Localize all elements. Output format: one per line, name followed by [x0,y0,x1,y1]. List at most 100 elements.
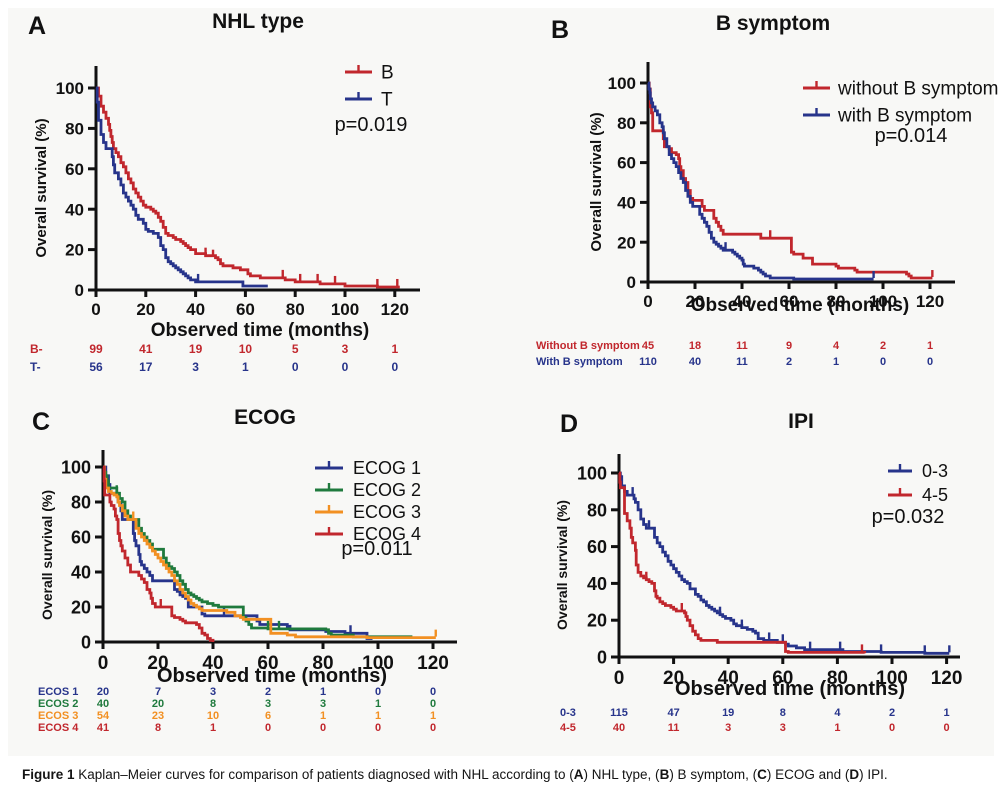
at-risk-count: 0 [927,356,933,368]
x-tick-label: 80 [312,653,333,674]
at-risk-count: 1 [320,710,326,722]
at-risk-count: 1 [375,710,381,722]
at-risk-label: ECOS 4 [38,722,79,734]
x-tick-label: 120 [417,653,449,674]
caption-bold-text: C [757,767,767,782]
x-tick-label: 120 [381,300,409,319]
panel-c-ecog: C ECOG 0 20 40 60 80 100 120 0 20 40 60 80 100 Observ… [0,398,501,760]
at-risk-count: 0 [880,356,886,368]
caption-text: Kaplan–Meier curves for comparison of pa… [78,767,574,782]
y-axis-title: Overall survival (%) [588,112,605,251]
at-risk-count: 9 [786,340,792,352]
p-value: p=0.014 [875,125,948,147]
y-tick-label: 60 [617,154,636,173]
at-risk-count: 11 [736,340,748,352]
at-risk-count: 0 [944,722,950,734]
figure-caption: Figure 1 Kaplan–Meier curves for compari… [22,766,982,784]
at-risk-count: 0 [889,722,895,734]
y-tick-label: 40 [71,562,91,582]
at-risk-count: 3 [320,698,326,710]
panel-d-ipi: D IPI 0 20 40 60 80 100 120 0 20 40 60 80 100 Observe… [501,398,1002,760]
x-tick-label: 100 [869,292,897,311]
at-risk-count: 4 [834,707,841,719]
at-risk-count: 0 [391,360,398,374]
at-risk-label: T- [30,360,41,374]
at-risk-count: 0 [375,722,381,734]
x-tick-label: 20 [136,300,155,319]
y-tick-label: 20 [71,597,91,617]
x-tick-label: 0 [643,292,652,311]
at-risk-count: 2 [786,356,792,368]
at-risk-count: 56 [89,360,103,374]
x-tick-label: 80 [827,668,848,689]
p-value: p=0.032 [872,506,945,528]
at-risk-count: 4 [833,340,840,352]
at-risk-count: 0 [430,698,436,710]
at-risk-count: 0 [342,360,349,374]
x-tick-label: 100 [331,300,359,319]
x-tick-label: 60 [236,300,255,319]
at-risk-count: 47 [667,707,679,719]
panel-label: A [28,12,47,40]
at-risk-count: 19 [722,707,734,719]
at-risk-count: 99 [89,342,103,356]
at-risk-count: 1 [927,340,933,352]
panel-a-nhl-type: A NHL type 0 20 40 60 80 100 120 0 20 40 60 80 100 Ob… [0,0,501,395]
at-risk-label: With B symptom [536,356,623,368]
x-tick-label: 40 [202,653,223,674]
y-axis-title: Overall survival (%) [39,490,55,620]
caption-text: ) IPI. [859,767,888,782]
y-tick-label: 60 [71,527,91,547]
caption-text: ) ECOG and ( [766,767,850,782]
at-risk-count: 10 [239,342,253,356]
y-tick-label: 20 [587,611,607,631]
y-axis-title: Overall survival (%) [554,500,570,630]
at-risk-count: 0 [265,722,271,734]
at-risk-count: 0 [292,360,299,374]
at-risk-count: 3 [265,698,271,710]
at-risk-label: 0-3 [560,707,576,719]
x-tick-label: 20 [147,653,168,674]
x-tick-label: 60 [772,668,793,689]
at-risk-count: 8 [210,698,216,710]
x-axis-title: Observed time (months) [151,320,370,341]
x-tick-label: 0 [614,668,625,689]
y-tick-label: 100 [56,79,84,98]
at-risk-count: 11 [668,722,680,734]
x-tick-label: 20 [663,668,684,689]
legend-label: ECOG 3 [353,502,421,522]
at-risk-count: 1 [833,356,839,368]
x-axis-title: Observed time (months) [157,665,387,687]
at-risk-count: 6 [265,710,271,722]
at-risk-count: 23 [152,710,164,722]
figure-background [8,8,994,756]
x-tick-label: 80 [827,292,846,311]
legend-label: ECOG 1 [353,458,421,478]
caption-bold-text: Figure 1 [22,767,79,782]
y-tick-label: 80 [71,492,91,512]
at-risk-count: 3 [192,360,199,374]
at-risk-count: 2 [889,707,895,719]
at-risk-count: 5 [292,342,299,356]
at-risk-label: B- [30,342,43,356]
at-risk-count: 45 [642,340,654,352]
at-risk-label: ECOS 3 [38,710,78,722]
p-value: p=0.019 [335,114,408,136]
at-risk-count: 18 [689,340,701,352]
x-tick-label: 60 [257,653,278,674]
at-risk-count: 40 [689,356,701,368]
y-tick-label: 40 [617,194,636,213]
legend-label: without B symptom [837,78,999,99]
at-risk-count: 1 [430,710,436,722]
at-risk-label: 4-5 [560,722,576,734]
at-risk-count: 1 [210,722,216,734]
km-curve [647,81,874,281]
at-risk-count: 110 [639,356,657,368]
x-tick-label: 100 [876,668,908,689]
km-curve [102,465,215,642]
